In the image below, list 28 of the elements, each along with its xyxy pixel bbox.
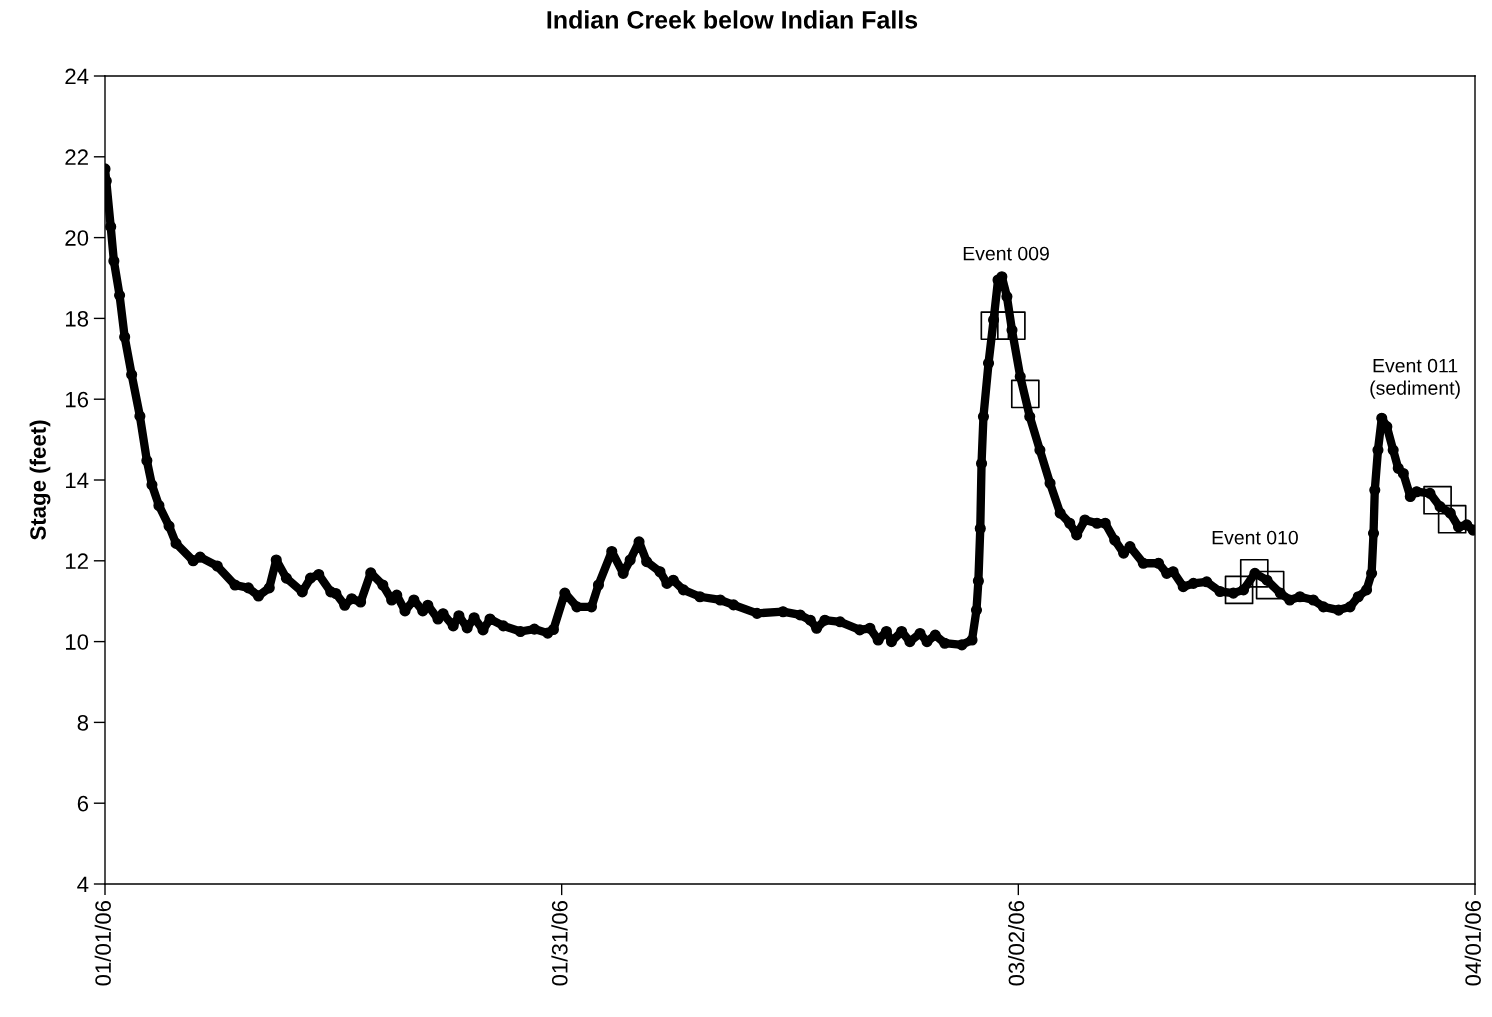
point: [1255, 570, 1285, 600]
point: [1010, 379, 1040, 409]
y-tick-label: 16: [66, 391, 89, 408]
annotation: Event 009: [963, 246, 1049, 261]
chart-title: Indian Creek below Indian Falls: [547, 10, 918, 29]
y-tick-label: 6: [77, 795, 89, 812]
y-tick-label: 10: [66, 634, 89, 650]
y-tick-label: 8: [77, 714, 89, 731]
y-tick-label: 22: [65, 149, 88, 165]
point: [1423, 485, 1452, 515]
point: [980, 311, 1010, 341]
y-tick-label: 24: [65, 68, 89, 85]
x-tick-label: 01/01/06: [94, 900, 111, 986]
x-tick-label: 04/01/06: [1464, 900, 1481, 986]
y-tick-label: 20: [65, 230, 89, 246]
point: [1437, 504, 1467, 534]
y-axis-title: Stage (feet): [29, 420, 51, 540]
y-tick-label: 12: [66, 553, 88, 569]
y-tick-label: 14: [66, 472, 89, 489]
x-tick-label: 01/31/06: [551, 900, 568, 986]
y-tick-label: 4: [77, 876, 89, 893]
point: [1239, 558, 1269, 588]
annotation: Event 010: [1212, 530, 1298, 545]
y-tick-label: 18: [66, 310, 89, 327]
point: [996, 311, 1026, 341]
annotation: Event 011 (sediment): [1370, 358, 1460, 399]
x-tick-label: 03/02/06: [1007, 900, 1025, 986]
point: [1224, 575, 1254, 605]
